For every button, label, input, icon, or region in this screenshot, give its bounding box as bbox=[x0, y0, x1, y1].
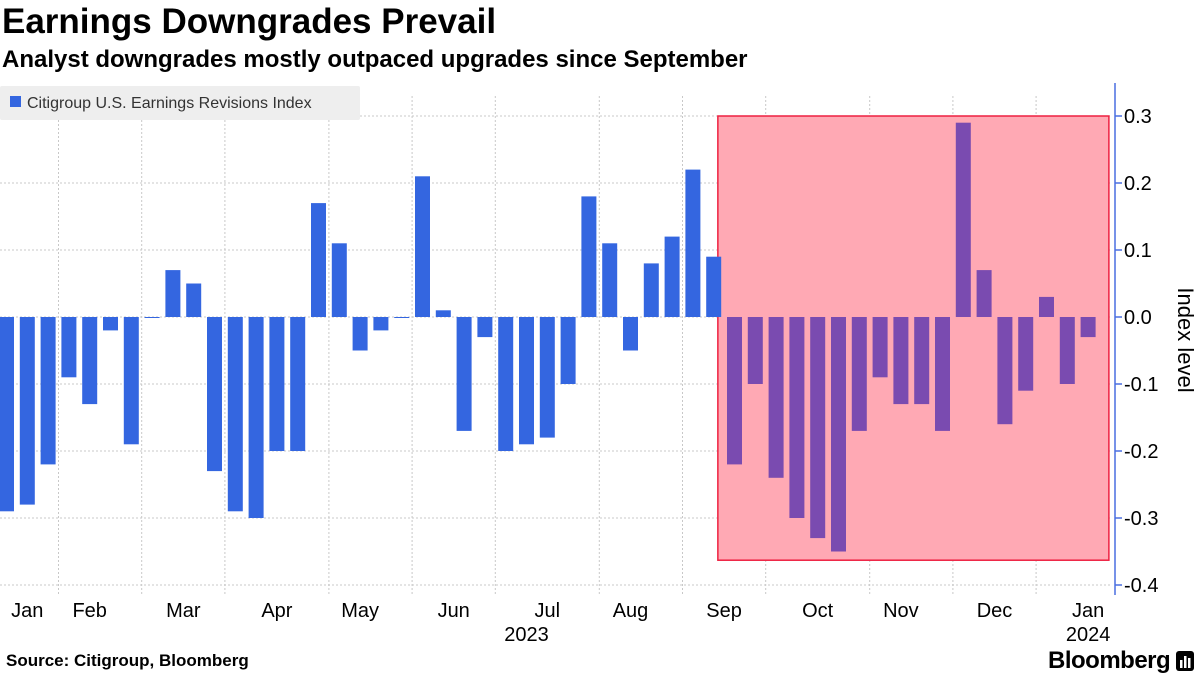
bar bbox=[498, 317, 514, 451]
bar bbox=[955, 122, 971, 317]
bar bbox=[872, 317, 888, 378]
legend-background bbox=[0, 86, 360, 120]
bar bbox=[331, 243, 347, 317]
bar bbox=[914, 317, 930, 405]
x-year-label: 2024 bbox=[1066, 624, 1111, 646]
x-tick-label: Mar bbox=[166, 600, 201, 622]
x-tick-label: Oct bbox=[802, 600, 834, 622]
bar bbox=[539, 317, 555, 438]
bar bbox=[207, 317, 222, 472]
grid-lines bbox=[0, 96, 1112, 595]
bloomberg-logo: Bloomberg bbox=[1048, 647, 1171, 674]
chart-title: Earnings Downgrades Prevail bbox=[2, 2, 497, 41]
bar bbox=[581, 196, 597, 317]
bar bbox=[747, 317, 763, 384]
y-axis: 0.3 0.2 0.1 0.0 -0.1 -0.2 -0.3 -0.4 bbox=[1114, 83, 1158, 597]
y-tick-label: 0.0 bbox=[1124, 307, 1152, 329]
bar bbox=[0, 317, 14, 512]
y-tick-label: -0.1 bbox=[1124, 374, 1158, 396]
bar bbox=[768, 317, 784, 478]
bar bbox=[1039, 296, 1054, 317]
x-tick-label: Jan bbox=[11, 600, 43, 622]
bar bbox=[789, 317, 805, 518]
bar bbox=[976, 270, 992, 317]
x-tick-label: Jun bbox=[438, 600, 470, 622]
bar bbox=[61, 317, 77, 378]
legend: Citigroup U.S. Earnings Revisions Index bbox=[0, 86, 360, 120]
x-tick-label: Nov bbox=[883, 600, 919, 622]
bar bbox=[664, 236, 680, 317]
x-tick-label: May bbox=[341, 600, 379, 622]
bar bbox=[248, 317, 264, 518]
bar bbox=[893, 317, 909, 405]
legend-swatch bbox=[10, 96, 21, 107]
bar bbox=[82, 317, 98, 405]
bar bbox=[1018, 317, 1034, 391]
bar bbox=[602, 243, 618, 317]
y-tick-label: -0.4 bbox=[1124, 575, 1158, 597]
y-tick-label: 0.2 bbox=[1124, 173, 1152, 195]
x-tick-label: Jan bbox=[1072, 600, 1104, 622]
y-tick-label: -0.3 bbox=[1124, 508, 1158, 530]
bar bbox=[1059, 317, 1075, 384]
bar bbox=[227, 317, 243, 512]
bar bbox=[997, 317, 1013, 425]
y-axis-title: Index level bbox=[1173, 287, 1198, 392]
chart-subtitle: Analyst downgrades mostly outpaced upgra… bbox=[2, 46, 748, 73]
y-tick-label: -0.2 bbox=[1124, 441, 1158, 463]
bar bbox=[311, 203, 326, 317]
bar bbox=[186, 283, 202, 317]
bar bbox=[810, 317, 826, 539]
bloomberg-terminal-icon bbox=[1176, 651, 1194, 671]
y-tick-label: 0.1 bbox=[1124, 240, 1152, 262]
bar bbox=[269, 317, 285, 451]
bar bbox=[560, 317, 576, 384]
bar-series bbox=[0, 122, 1096, 552]
bar bbox=[123, 317, 139, 445]
bar bbox=[352, 317, 368, 351]
x-tick-label: Dec bbox=[977, 600, 1013, 622]
bar bbox=[831, 317, 846, 552]
x-axis: Jan Feb Mar Apr May Jun Jul Aug Sep Oct Nov Dec Jan2… bbox=[11, 600, 1110, 646]
bar bbox=[456, 317, 472, 431]
bar bbox=[19, 317, 35, 505]
x-tick-label: Sep bbox=[706, 600, 742, 622]
bar bbox=[706, 256, 722, 317]
bar bbox=[40, 317, 56, 465]
x-year-label: 2023 bbox=[504, 624, 549, 646]
bar bbox=[519, 317, 534, 445]
bar bbox=[415, 176, 430, 317]
bar bbox=[623, 317, 638, 351]
bar bbox=[394, 317, 410, 318]
y-tick-label: 0.3 bbox=[1124, 106, 1152, 128]
bar bbox=[373, 317, 389, 331]
source-note: Source: Citigroup, Bloomberg bbox=[6, 651, 249, 670]
bar bbox=[290, 317, 306, 451]
bar bbox=[165, 270, 181, 317]
bar bbox=[435, 310, 451, 317]
bar bbox=[144, 317, 160, 318]
x-tick-label: Aug bbox=[613, 600, 649, 622]
x-tick-label: Jul bbox=[535, 600, 561, 622]
bar bbox=[685, 169, 701, 317]
legend-label: Citigroup U.S. Earnings Revisions Index bbox=[27, 95, 312, 112]
bar bbox=[477, 317, 493, 338]
x-tick-label: Apr bbox=[261, 600, 292, 622]
bar bbox=[727, 317, 742, 465]
bar bbox=[935, 317, 950, 431]
bar bbox=[643, 263, 659, 317]
bar bbox=[851, 317, 867, 431]
bar bbox=[1080, 317, 1096, 338]
x-tick-label: Feb bbox=[72, 600, 106, 622]
bar bbox=[103, 317, 118, 331]
